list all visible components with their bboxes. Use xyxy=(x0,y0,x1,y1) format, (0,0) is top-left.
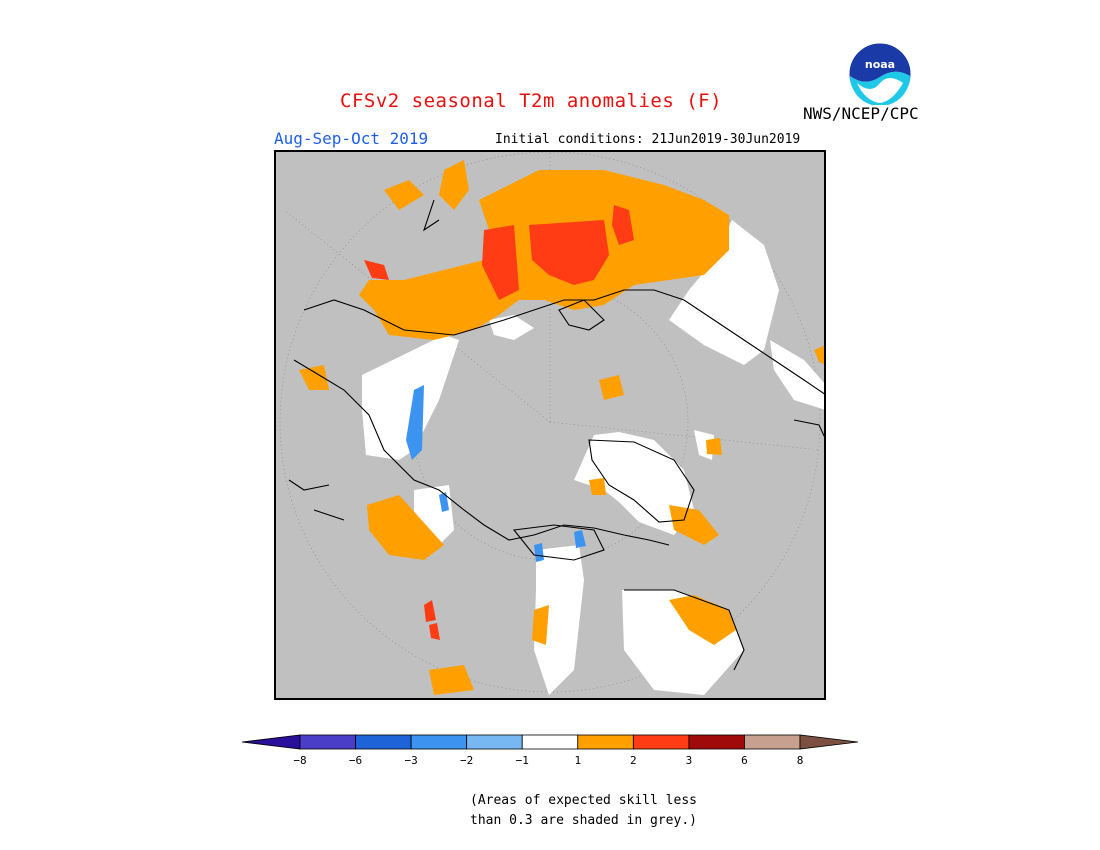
legend-box xyxy=(577,734,634,750)
legend-box xyxy=(299,734,356,750)
skill-note-line-1: (Areas of expected skill less xyxy=(470,793,697,808)
legend-box xyxy=(744,734,801,750)
legend-tick-label: −8 xyxy=(293,754,306,767)
legend-tick-label: 2 xyxy=(630,754,637,767)
color-legend: −8 −6 −3 −2 −1 1 2 3 6 8 xyxy=(241,734,859,767)
noaa-logo-icon: noaa xyxy=(849,43,911,105)
legend-tick-label: 6 xyxy=(741,754,748,767)
legend-box xyxy=(466,734,523,750)
legend-box xyxy=(521,734,579,750)
legend-box xyxy=(410,734,468,750)
anomaly-2-3-regions xyxy=(364,205,634,640)
legend-tick-label: 1 xyxy=(574,754,581,767)
forecast-period: Aug-Sep-Oct 2019 xyxy=(274,129,429,148)
anomaly-minus-regions xyxy=(406,385,586,562)
coastlines xyxy=(288,199,825,671)
legend-tick-label: −6 xyxy=(349,754,362,767)
legend-boxes xyxy=(241,734,859,750)
legend-box xyxy=(355,734,412,750)
initial-conditions: Initial conditions: 21Jun2019-30Jun2019 xyxy=(495,132,801,147)
legend-tick-label: −3 xyxy=(404,754,417,767)
legend-ticks: −8 −6 −3 −2 −1 1 2 3 6 8 xyxy=(293,754,803,767)
legend-arrow-low xyxy=(241,734,301,750)
legend-tick-label: −1 xyxy=(516,754,529,767)
map-title: CFSv2 seasonal T2m anomalies (F) xyxy=(340,90,723,112)
logo-text: noaa xyxy=(865,58,895,71)
legend-arrow-high xyxy=(799,734,859,750)
anomaly-map xyxy=(274,150,826,700)
agency-label: NWS/NCEP/CPC xyxy=(803,104,919,123)
legend-tick-label: 8 xyxy=(797,754,804,767)
skill-note-line-2: than 0.3 are shaded in grey.) xyxy=(470,813,697,828)
legend-tick-label: 3 xyxy=(686,754,693,767)
legend-tick-label: −2 xyxy=(460,754,473,767)
skill-note: (Areas of expected skill less than 0.3 a… xyxy=(470,791,730,831)
map-frame xyxy=(274,150,826,700)
legend-box xyxy=(688,734,745,750)
legend-box xyxy=(632,734,690,750)
